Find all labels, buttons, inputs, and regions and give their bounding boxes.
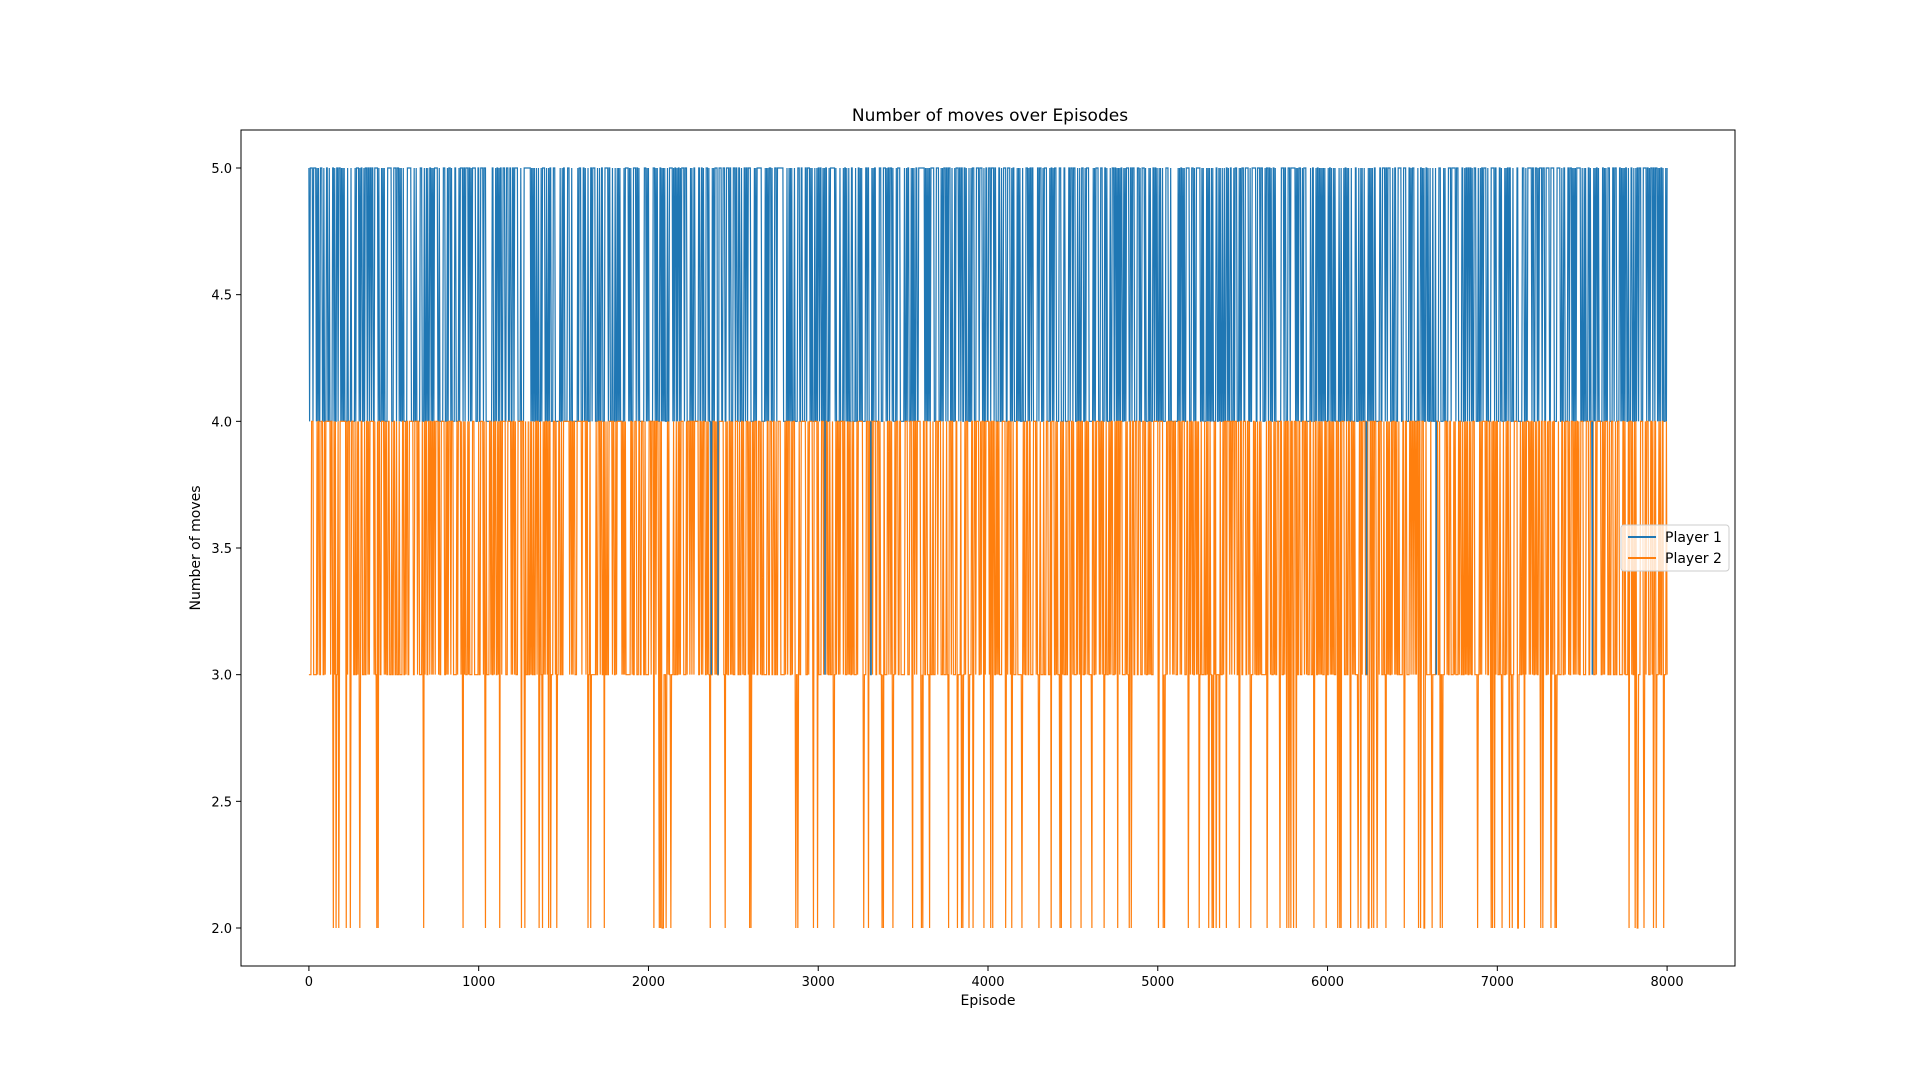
y-tick-label: 2.5 bbox=[211, 795, 232, 810]
x-tick-label: 0 bbox=[305, 975, 313, 990]
x-tick-label: 1000 bbox=[462, 975, 495, 990]
series-group bbox=[308, 167, 1668, 929]
legend[interactable]: Player 1 Player 2 bbox=[1620, 524, 1730, 572]
x-tick-label: 2000 bbox=[632, 975, 665, 990]
x-tick-label: 5000 bbox=[1141, 975, 1174, 990]
x-tick-label: 8000 bbox=[1651, 975, 1684, 990]
y-tick-label: 2.0 bbox=[211, 922, 232, 937]
x-tick-label: 3000 bbox=[802, 975, 835, 990]
chart-title: Number of moves over Episodes bbox=[852, 106, 1128, 126]
legend-label-player-2: Player 2 bbox=[1665, 551, 1722, 567]
y-axis-title: Number of moves bbox=[188, 485, 204, 610]
x-tick-label: 6000 bbox=[1311, 975, 1344, 990]
x-tick-label: 7000 bbox=[1481, 975, 1514, 990]
x-tick-label: 4000 bbox=[971, 975, 1004, 990]
legend-label-player-1: Player 1 bbox=[1665, 530, 1722, 546]
y-tick-label: 3.5 bbox=[211, 542, 232, 557]
y-axis: 2.0 2.5 3.0 3.5 4.0 4.5 5.0 bbox=[211, 162, 241, 937]
x-axis: 0 1000 2000 3000 4000 5000 6000 7000 8000 bbox=[305, 966, 1684, 990]
y-tick-label: 5.0 bbox=[211, 162, 232, 177]
x-axis-title: Episode bbox=[961, 993, 1016, 1009]
series-line-player-2 bbox=[308, 420, 1668, 929]
y-tick-label: 3.0 bbox=[211, 669, 232, 684]
y-tick-label: 4.5 bbox=[211, 289, 232, 304]
y-tick-label: 4.0 bbox=[211, 415, 232, 430]
